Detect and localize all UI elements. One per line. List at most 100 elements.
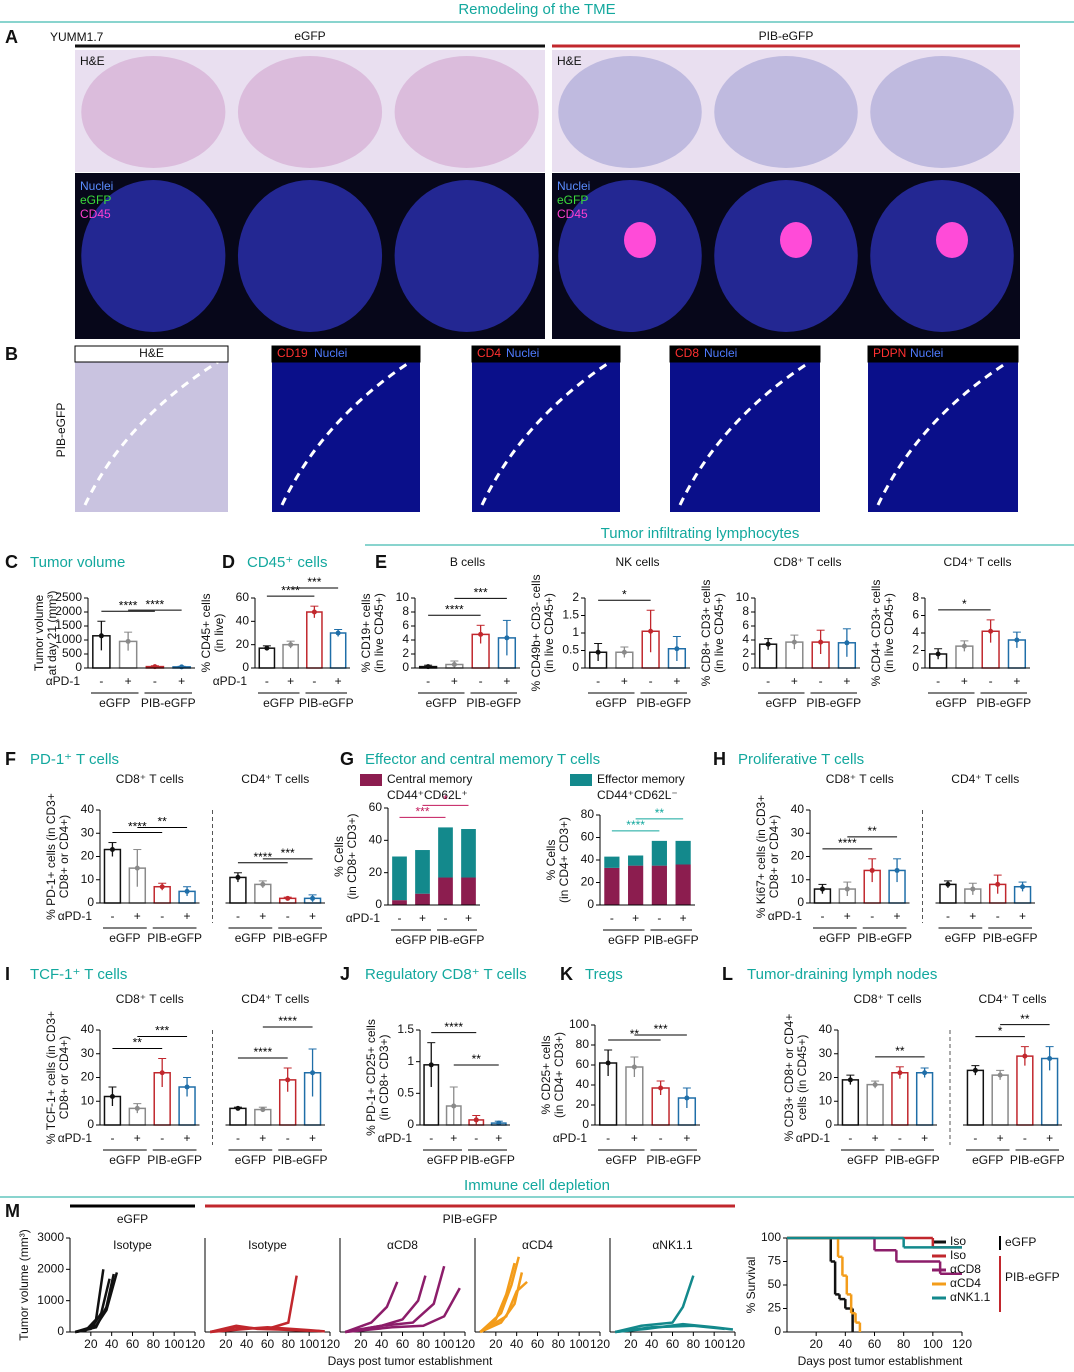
mean-dot xyxy=(451,662,457,667)
significance-label: **** xyxy=(146,597,165,611)
panel-letter: H xyxy=(713,749,726,769)
label-box xyxy=(271,345,421,363)
if-tissue xyxy=(558,180,702,332)
y-tick-label: 0 xyxy=(57,1324,64,1338)
stain-label: PDPN xyxy=(873,346,906,360)
group-label: PIB-eGFP xyxy=(1010,1153,1065,1167)
x-tick-label: - xyxy=(160,1131,164,1145)
x-tick-label: - xyxy=(820,909,824,923)
growth-curve xyxy=(74,1273,115,1334)
x-tick-label: + xyxy=(309,1131,316,1145)
he-tissue xyxy=(714,56,858,168)
group-label: PIB-eGFP xyxy=(983,931,1038,945)
group-label: eGFP xyxy=(606,1153,637,1167)
x-tick-label: + xyxy=(259,1131,266,1145)
x-tick-label: + xyxy=(680,911,687,925)
y-axis-label: % Survival xyxy=(744,1257,758,1314)
x-tick-label: 120 xyxy=(952,1337,972,1351)
y-axis-label: CD8+ or CD4+) xyxy=(57,1036,71,1119)
x-tick-label: + xyxy=(621,674,628,688)
bracket-label: PIB-eGFP xyxy=(1005,1270,1060,1284)
bar xyxy=(103,848,122,904)
y-tick-label: 50 xyxy=(768,1277,782,1291)
y-tick-label: 2 xyxy=(402,646,409,660)
x-tick-label: + xyxy=(259,909,266,923)
stain-label: Nuclei xyxy=(506,346,539,360)
group-label: PIB-eGFP xyxy=(806,696,861,710)
label-box xyxy=(74,345,229,363)
micrograph xyxy=(75,346,228,512)
boundary-line xyxy=(678,360,811,506)
group-label: PIB-eGFP xyxy=(430,933,485,947)
x-tick-label: 20 xyxy=(219,1337,233,1351)
x-tick-label: + xyxy=(894,909,901,923)
x-tick-label: + xyxy=(632,911,639,925)
bar xyxy=(258,647,276,669)
y-tick-label: 4 xyxy=(912,625,919,639)
panel-title: Tregs xyxy=(585,966,623,983)
model-label: YUMM1.7 xyxy=(50,30,104,44)
y-axis-label: % Cells xyxy=(544,840,558,881)
x-tick-label: 120 xyxy=(590,1337,610,1351)
y-tick-label: 1.5 xyxy=(562,608,579,622)
bar xyxy=(1016,1055,1034,1126)
y-tick-label: 20 xyxy=(81,1070,95,1084)
bar-segment xyxy=(628,865,644,905)
group-label: eGFP xyxy=(426,696,457,710)
growth-curve xyxy=(614,1275,695,1334)
mean-dot xyxy=(235,1105,241,1111)
stain-label: H&E xyxy=(139,346,164,360)
panel-letter: C xyxy=(5,552,18,572)
mean-dot xyxy=(109,847,115,853)
mean-dot xyxy=(631,1064,637,1070)
label-box xyxy=(471,345,621,363)
mean-dot xyxy=(260,1107,266,1113)
x-tick-label: + xyxy=(969,909,976,923)
x-tick-label: + xyxy=(844,909,851,923)
group-label: eGFP xyxy=(294,29,325,43)
y-tick-label: 0 xyxy=(774,1324,781,1338)
y-tick-label: 60 xyxy=(581,830,595,844)
mean-dot xyxy=(819,886,825,892)
significance-label: **** xyxy=(445,602,464,616)
y-tick-label: 20 xyxy=(81,849,95,863)
bar-segment xyxy=(461,829,476,878)
y-tick-label: 60 xyxy=(236,590,250,604)
x-tick-label: + xyxy=(843,674,850,688)
x-tick-label: 40 xyxy=(839,1337,853,1351)
y-tick-label: 1.5 xyxy=(397,1022,414,1036)
x-tick-label: - xyxy=(312,674,316,688)
x-tick-label: - xyxy=(479,674,483,688)
legend-label: αCD4 xyxy=(950,1276,981,1290)
bar-segment xyxy=(415,850,430,894)
x-tick-label: - xyxy=(110,909,114,923)
bar-segment xyxy=(675,864,691,905)
significance-label: ** xyxy=(1020,1012,1030,1026)
bar-segment xyxy=(415,893,430,905)
significance-label: * xyxy=(622,587,627,601)
stain-label: CD45 xyxy=(80,207,111,221)
treatment-label: αPD-1 xyxy=(46,674,81,688)
x-tick-label: 80 xyxy=(552,1337,566,1351)
x-tick-label: - xyxy=(1023,1131,1027,1145)
y-tick-label: 0.5 xyxy=(397,1086,414,1100)
y-tick-label: 8 xyxy=(742,604,749,618)
group-label: eGFP xyxy=(945,931,976,945)
y-axis-label: % CD4+ CD3+ cells xyxy=(869,580,883,687)
mean-dot xyxy=(428,1062,434,1068)
label-box xyxy=(867,345,1019,363)
group-label: eGFP xyxy=(427,1153,458,1167)
significance-label: *** xyxy=(307,575,321,589)
y-tick-label: 20 xyxy=(236,637,250,651)
y-tick-label: 40 xyxy=(819,1022,833,1036)
micrograph xyxy=(868,346,1018,512)
y-tick-label: 2000 xyxy=(37,1262,64,1276)
section-header: Immune cell depletion xyxy=(464,1177,610,1194)
significance-label: *** xyxy=(281,846,295,860)
group-label: PIB-eGFP xyxy=(273,1153,328,1167)
legend-swatch xyxy=(360,774,382,786)
growth-curve xyxy=(209,1275,298,1334)
mean-dot xyxy=(648,628,654,634)
x-tick-label: - xyxy=(160,909,164,923)
